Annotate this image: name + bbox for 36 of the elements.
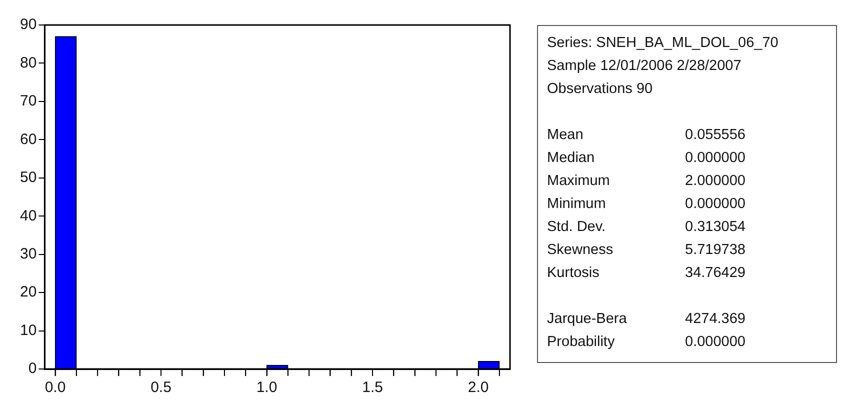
y-tick-label: 10 <box>20 322 37 339</box>
y-tick-label: 90 <box>20 16 37 34</box>
x-tick-label: 0.5 <box>150 379 172 396</box>
text: 4274.369 <box>685 310 746 329</box>
x-tick-label: 2.0 <box>468 379 489 396</box>
text: Observations 90 <box>547 80 654 99</box>
text: Skewness <box>547 241 614 260</box>
text: 34.76429 <box>685 264 746 283</box>
y-tick-label: 30 <box>20 245 37 262</box>
y-tick-label: 50 <box>20 169 37 186</box>
text: Minimum <box>547 195 607 214</box>
y-tick-label: 70 <box>20 92 37 110</box>
text: Median <box>547 149 596 168</box>
x-tick-label: 1.5 <box>362 379 383 396</box>
x-tick-label: 0.0 <box>44 379 66 396</box>
text: Probability <box>547 333 616 352</box>
text: 5.719738 <box>685 241 746 260</box>
text: 0.000000 <box>685 149 746 168</box>
text: 0.000000 <box>685 333 746 352</box>
text: Kurtosis <box>547 264 600 283</box>
text: 0.313054 <box>685 218 746 237</box>
text: Jarque-Bera <box>547 310 628 329</box>
text: Series: SNEH_BA_ML_DOL_06_70 <box>547 34 780 53</box>
text: Mean <box>547 126 584 145</box>
text: Maximum <box>547 172 611 191</box>
text: 0.000000 <box>685 195 746 214</box>
y-tick-label: 40 <box>20 207 37 224</box>
y-tick-label: 0 <box>28 360 37 378</box>
text: Sample 12/01/2006 2/28/2007 <box>547 57 742 76</box>
text: Std. Dev. <box>547 218 607 237</box>
y-tick-label: 80 <box>20 54 37 72</box>
y-tick-label: 60 <box>20 130 37 148</box>
x-tick-label: 1.0 <box>256 379 278 396</box>
text: 0.055556 <box>685 126 746 145</box>
text: 2.000000 <box>685 172 746 191</box>
y-tick-label: 20 <box>20 284 37 301</box>
